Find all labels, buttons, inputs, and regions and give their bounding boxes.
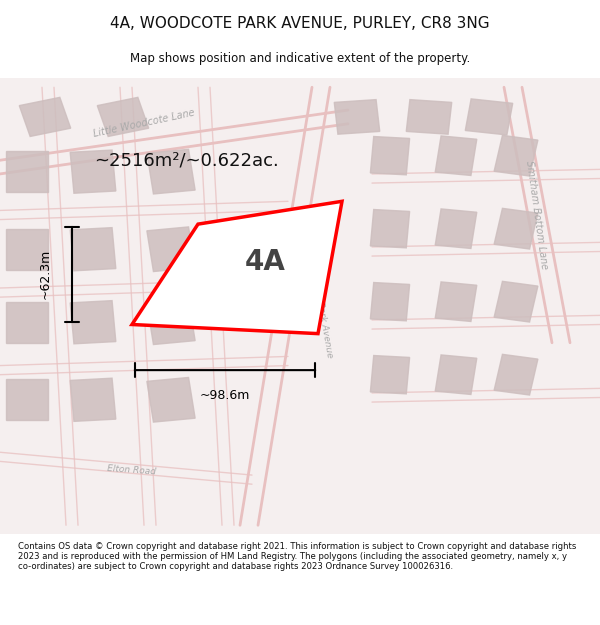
Bar [70, 378, 116, 421]
Polygon shape [132, 201, 342, 334]
Bar [6, 229, 48, 270]
Bar [406, 99, 452, 134]
Text: ~98.6m: ~98.6m [200, 389, 250, 402]
Text: Contains OS data © Crown copyright and database right 2021. This information is : Contains OS data © Crown copyright and d… [18, 542, 577, 571]
Bar [435, 282, 477, 321]
Bar [97, 98, 149, 136]
Text: ~62.3m: ~62.3m [38, 249, 52, 299]
Bar [6, 151, 48, 192]
Bar [435, 136, 477, 176]
Bar [70, 228, 116, 271]
Bar [334, 99, 380, 134]
Bar [370, 136, 410, 175]
Bar [70, 150, 116, 193]
Text: Little Woodcote Lane: Little Woodcote Lane [92, 108, 196, 139]
Bar [435, 209, 477, 249]
Text: Smitham Bottom Lane: Smitham Bottom Lane [524, 160, 550, 270]
Bar [494, 208, 538, 249]
Bar [370, 356, 410, 394]
Bar [370, 209, 410, 248]
Bar [147, 227, 195, 271]
Bar [494, 354, 538, 395]
Bar [494, 136, 538, 176]
Bar [494, 281, 538, 322]
Bar [70, 301, 116, 344]
Bar [435, 355, 477, 394]
Bar [370, 282, 410, 321]
Bar [465, 99, 513, 135]
Bar [147, 378, 195, 422]
Text: Map shows position and indicative extent of the property.: Map shows position and indicative extent… [130, 52, 470, 65]
Text: Woodcote Park Avenue: Woodcote Park Avenue [307, 254, 335, 359]
Bar [147, 149, 195, 194]
Text: 4A, WOODCOTE PARK AVENUE, PURLEY, CR8 3NG: 4A, WOODCOTE PARK AVENUE, PURLEY, CR8 3N… [110, 16, 490, 31]
Bar [6, 379, 48, 420]
Text: Elton Road: Elton Road [107, 464, 157, 477]
Text: ~2516m²/~0.622ac.: ~2516m²/~0.622ac. [94, 151, 278, 169]
Bar [19, 98, 71, 136]
Text: 4A: 4A [245, 248, 286, 276]
Bar [147, 300, 195, 344]
Bar [6, 302, 48, 343]
